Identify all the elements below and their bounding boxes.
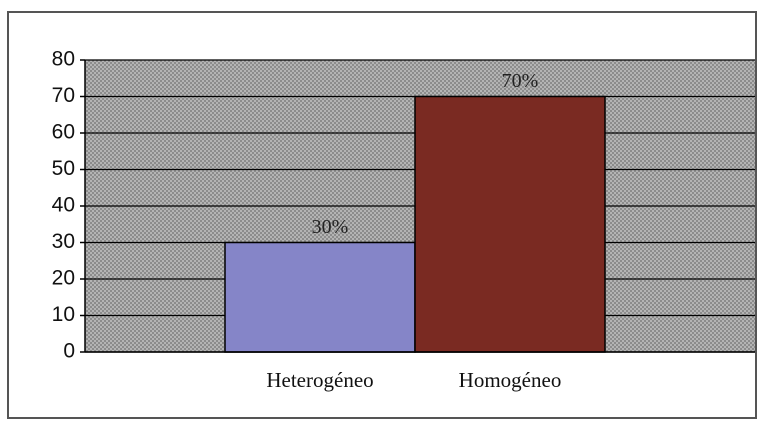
value-label: 30% xyxy=(312,216,349,238)
y-tick-label: 50 xyxy=(52,157,75,180)
x-tick-label: Heterogéneo xyxy=(266,368,373,392)
value-label: 70% xyxy=(502,70,539,92)
y-tick-label: 20 xyxy=(52,267,75,290)
y-tick-label: 30 xyxy=(52,230,75,253)
x-tick-label: Homogéneo xyxy=(459,368,562,392)
bar xyxy=(224,241,416,353)
y-tick-label: 80 xyxy=(52,48,75,71)
y-tick-label: 10 xyxy=(52,303,75,326)
y-tick-label: 40 xyxy=(52,194,75,217)
y-tick-label: 60 xyxy=(52,121,75,144)
y-tick-label: 0 xyxy=(63,340,75,363)
y-tick-label: 70 xyxy=(52,84,75,107)
bar xyxy=(414,95,606,353)
